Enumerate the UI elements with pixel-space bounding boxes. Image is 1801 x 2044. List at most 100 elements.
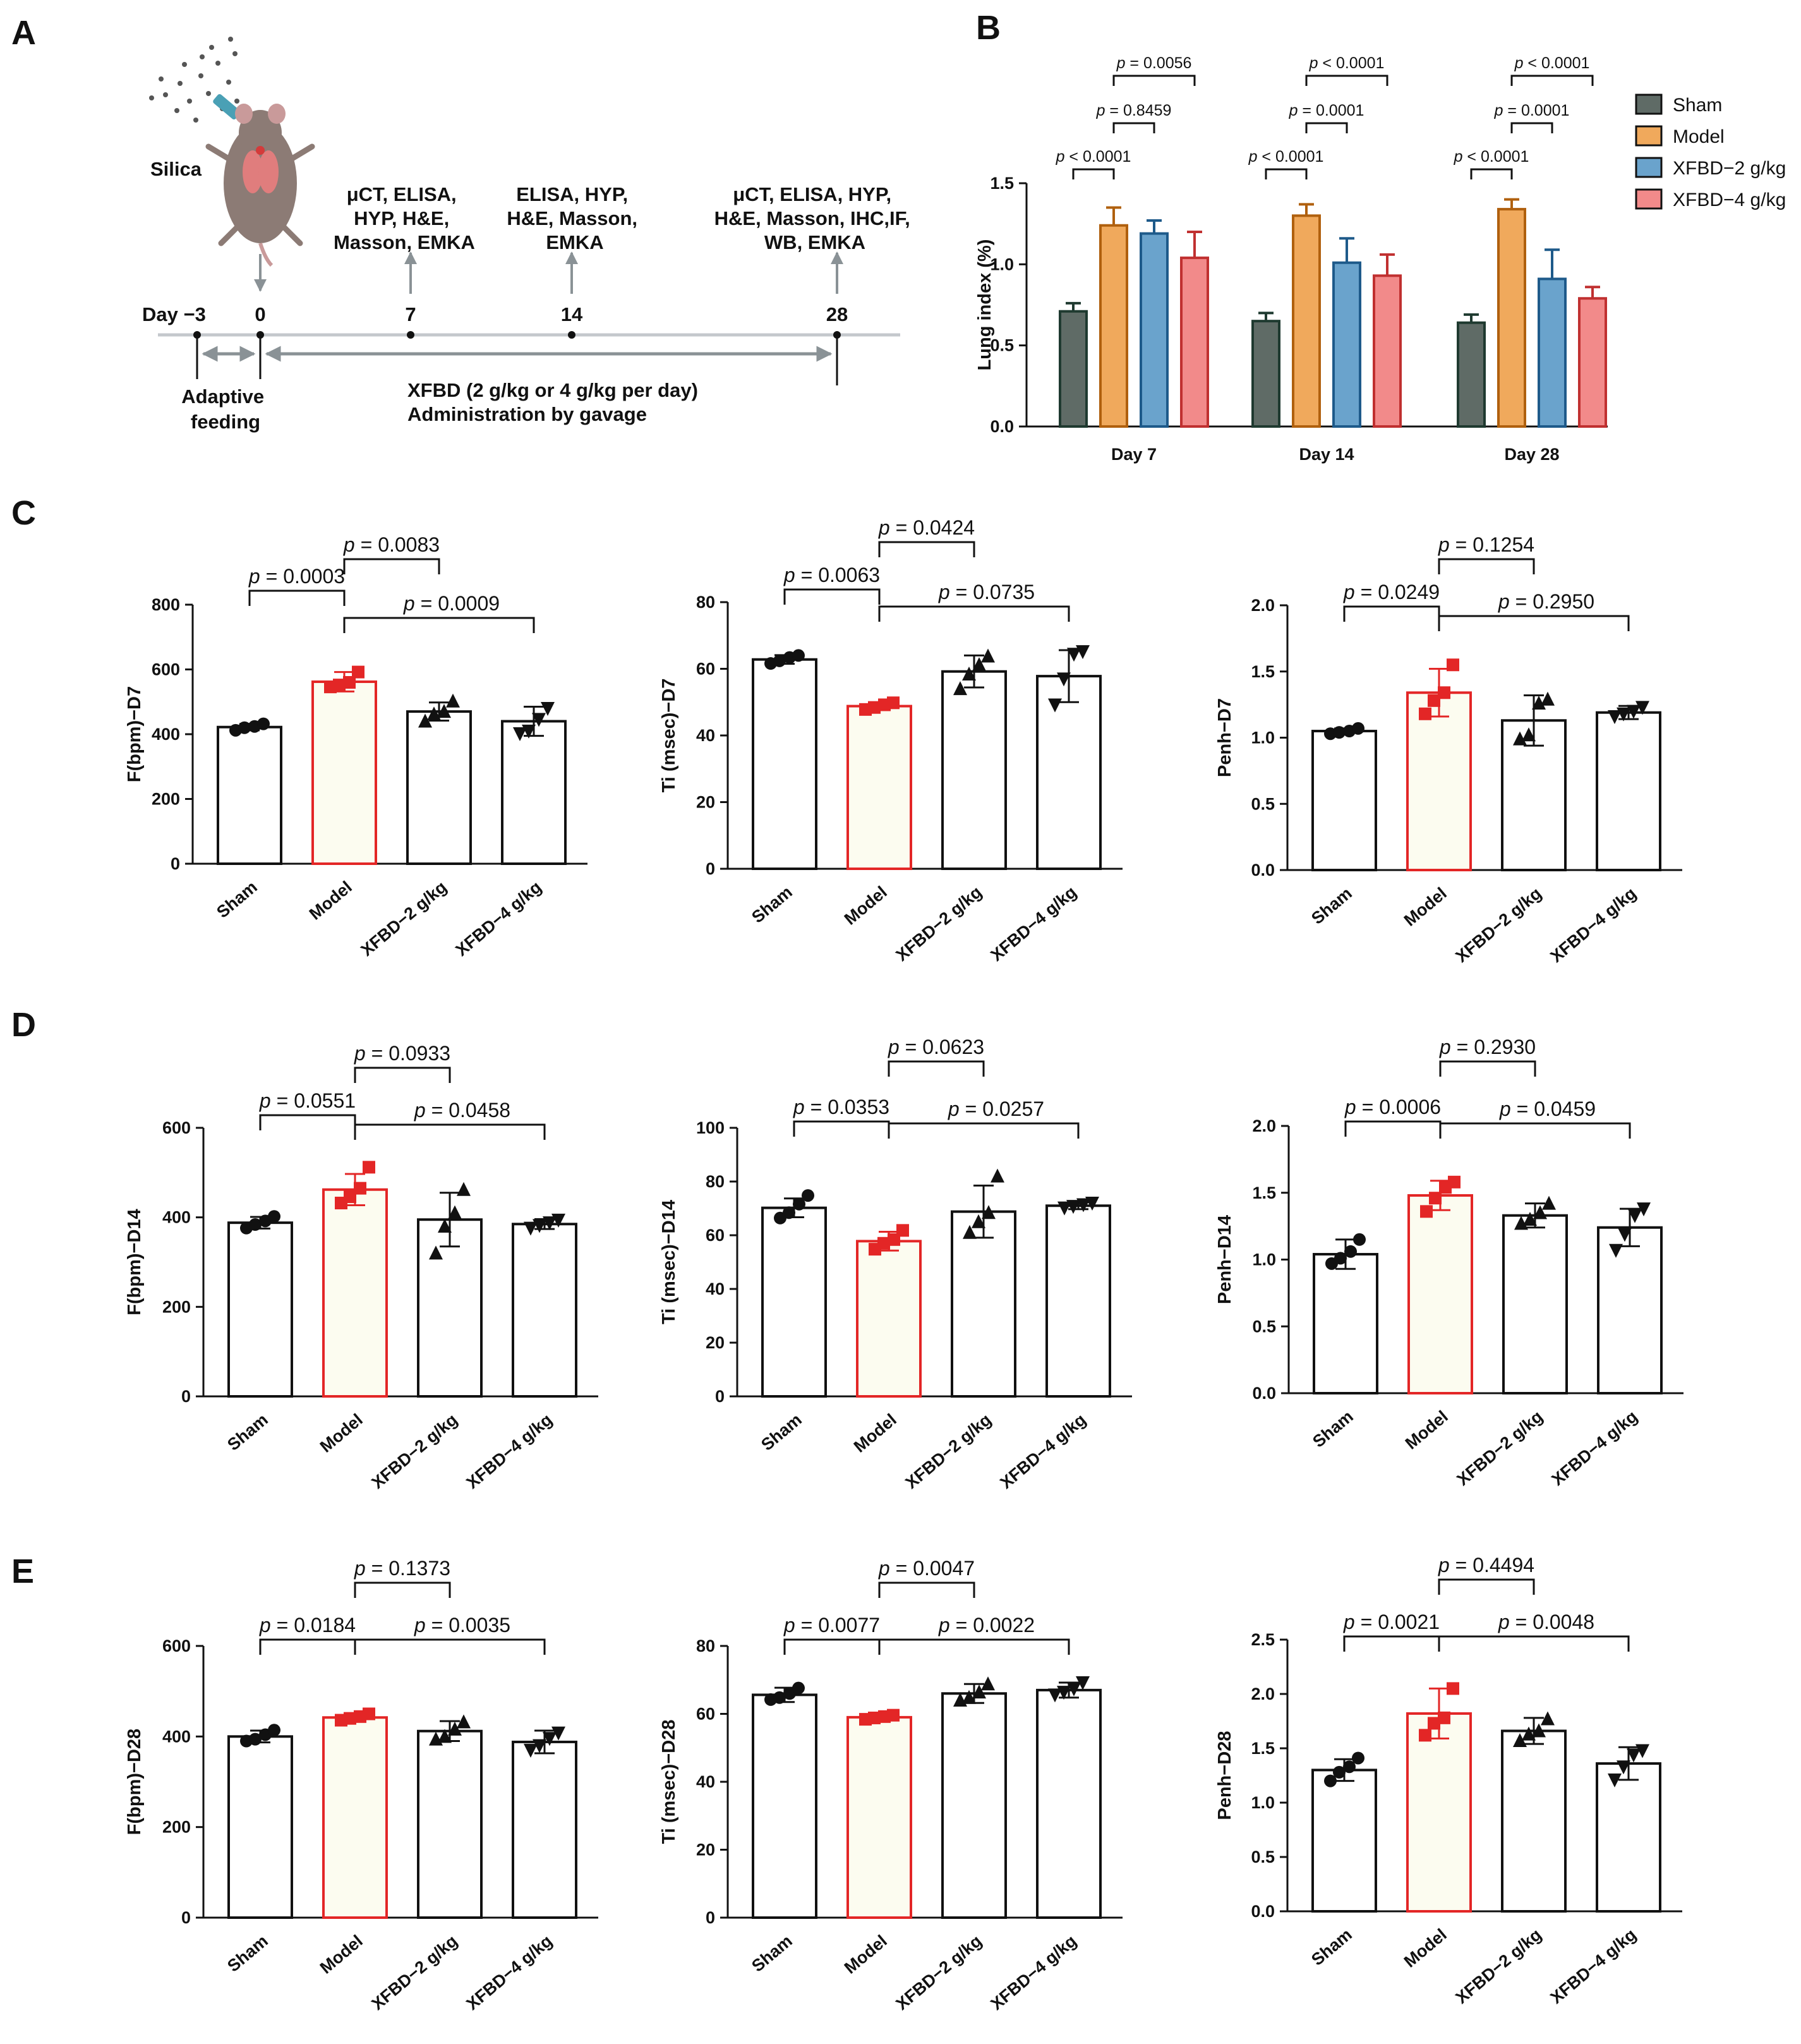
- data-point: [972, 657, 986, 672]
- category-label: Sham: [1308, 884, 1356, 928]
- y-tick-label: 1.5: [1252, 1183, 1276, 1202]
- significance-bracket: [1510, 122, 1553, 133]
- y-tick-label: 800: [152, 595, 180, 614]
- y-tick-label: 100: [696, 1118, 725, 1137]
- significance-bracket: [1510, 75, 1594, 86]
- data-point: [457, 1714, 471, 1729]
- data-point: [1533, 1205, 1547, 1219]
- bar: [1311, 1769, 1377, 1913]
- category-label: XFBD−4 g/kg: [996, 1410, 1089, 1493]
- group-label: Day 14: [1299, 445, 1354, 464]
- assays-day28: μCT, ELISA, HYP, H&E, Masson, IHC,IF, WB…: [714, 183, 916, 253]
- significance-bracket: [878, 1581, 975, 1598]
- error-bar: [964, 654, 984, 689]
- y-tick-label: 600: [162, 1118, 191, 1137]
- bar: [1406, 1712, 1472, 1913]
- category-label: XFBD−2 g/kg: [368, 1410, 461, 1493]
- category-label: Sham: [748, 883, 796, 927]
- y-tick-label: 0.0: [990, 417, 1014, 436]
- p-value-label: p = 0.0353: [793, 1096, 889, 1118]
- category-label: Sham: [757, 1410, 805, 1454]
- significance-bracket: [1439, 1122, 1631, 1139]
- significance-bracket: [1072, 168, 1115, 179]
- data-point: [1067, 648, 1081, 662]
- data-point: [1324, 1774, 1337, 1787]
- y-tick-label: 1.0: [1252, 1250, 1276, 1269]
- error-bar: [1258, 311, 1274, 322]
- error-bar: [1339, 237, 1354, 263]
- y-tick-label: 0.5: [1251, 1847, 1275, 1866]
- data-point: [1067, 1682, 1081, 1696]
- error-bar: [1299, 203, 1314, 216]
- chart-c1: 0 200 400 600 800 F(bpm)−D7 Sham Model XFBD−2 g/…: [124, 533, 587, 960]
- significance-bracket: [1438, 1578, 1535, 1595]
- data-point: [1532, 696, 1546, 710]
- data-point: [1057, 1201, 1071, 1216]
- p-value-label: p = 0.0551: [259, 1089, 356, 1112]
- data-point: [522, 724, 536, 739]
- y-tick-label: 2.5: [1251, 1630, 1275, 1649]
- legend-swatch-model: [1635, 125, 1663, 147]
- data-point: [533, 1739, 546, 1753]
- category-label: Model: [1402, 1407, 1452, 1453]
- category-label: Sham: [224, 1410, 272, 1454]
- significance-bracket: [354, 1581, 451, 1598]
- bar: [1292, 214, 1321, 428]
- p-value-label: p = 0.0735: [938, 581, 1035, 603]
- data-point: [363, 1707, 375, 1720]
- p-value-label: p = 0.1254: [1438, 533, 1534, 556]
- data-point: [982, 1205, 996, 1219]
- y-axis-title: Penh−D7: [1215, 698, 1235, 777]
- data-point: [962, 1690, 976, 1704]
- y-tick-label: 0.0: [1252, 1384, 1276, 1403]
- data-point: [1628, 1209, 1642, 1223]
- error-bar: [1380, 253, 1395, 276]
- y-tick-label: 0: [706, 859, 715, 878]
- day0-label: 0: [255, 303, 265, 325]
- mouse-icon: [205, 104, 315, 267]
- data-point: [438, 1729, 452, 1743]
- p-value-label: p = 0.0458: [414, 1099, 510, 1122]
- bar: [941, 670, 1007, 870]
- y-tick-label: 400: [162, 1208, 191, 1227]
- data-point: [1352, 1751, 1364, 1765]
- bar: [1502, 1214, 1568, 1394]
- y-tick-label: 0.0: [1251, 1902, 1275, 1921]
- significance-bracket: [793, 1120, 890, 1137]
- p-value-label: p = 0.0257: [948, 1098, 1044, 1120]
- bar: [1036, 675, 1102, 870]
- data-point: [343, 676, 356, 689]
- y-tick-label: 80: [696, 1636, 715, 1655]
- data-point: [1428, 694, 1440, 707]
- data-point: [1428, 1717, 1440, 1730]
- data-point: [1076, 645, 1090, 660]
- assays-day7: μCT, ELISA, HYP, H&E, Masson, EMKA: [334, 183, 475, 253]
- y-tick-label: 0: [715, 1387, 725, 1406]
- y-tick-label: 40: [706, 1279, 725, 1298]
- data-point: [429, 1245, 443, 1260]
- panel-letter-e: E: [11, 1552, 34, 1590]
- y-tick-label: 0.5: [1251, 794, 1275, 813]
- p-value-label: p = 0.0933: [354, 1042, 450, 1065]
- significance-bracket: [1470, 168, 1513, 179]
- p-value-label: p = 0.0047: [878, 1557, 975, 1580]
- bar: [951, 1210, 1016, 1398]
- bar: [512, 1740, 577, 1920]
- y-tick-label: 20: [696, 793, 715, 812]
- y-tick-label: 400: [152, 725, 180, 744]
- significance-bracket: [1343, 605, 1440, 622]
- category-label: XFBD−2 g/kg: [892, 1932, 985, 2014]
- data-point: [238, 721, 251, 734]
- bar: [1251, 320, 1280, 428]
- y-tick-label: 600: [152, 660, 180, 679]
- p-value-label: p = 0.8459: [1096, 102, 1172, 119]
- p-value-label: p = 0.2930: [1439, 1036, 1536, 1058]
- y-tick-label: 60: [696, 1705, 715, 1724]
- error-bar: [524, 705, 544, 737]
- y-axis-title: F(bpm)−D14: [124, 1209, 145, 1315]
- data-point: [1522, 727, 1536, 742]
- category-label: Sham: [1308, 1925, 1356, 1969]
- data-point: [1085, 1197, 1099, 1211]
- bar: [1497, 208, 1526, 428]
